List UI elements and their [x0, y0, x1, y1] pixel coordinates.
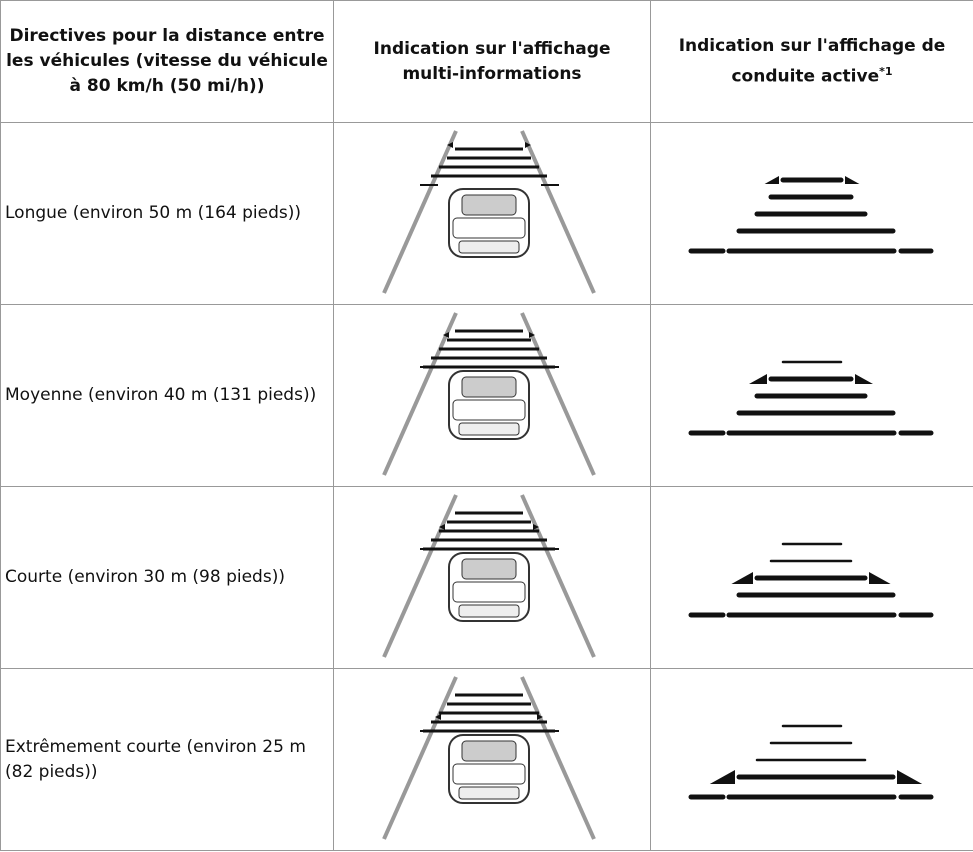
multi-info-illustration	[382, 676, 596, 840]
arrowhead	[897, 770, 923, 784]
arrowhead	[731, 572, 753, 584]
multi-info-illustration	[382, 312, 596, 476]
distance-cell: Courte (environ 30 m (98 pieds))	[0, 486, 334, 669]
header-cell: Directives pour la distance entre les vé…	[0, 0, 334, 123]
multi-info-illustration	[382, 130, 596, 294]
header-cell: Indication sur l'affichage de conduite a…	[650, 0, 973, 123]
car-trunk	[452, 217, 526, 239]
car-trunk	[452, 763, 526, 785]
mid-image-cell	[333, 486, 651, 669]
car-bumper	[458, 786, 520, 800]
active-display-illustration	[688, 542, 934, 618]
arrowhead	[869, 572, 891, 584]
mid-image-cell	[333, 668, 651, 851]
header-row: Directives pour la distance entre les vé…	[0, 0, 973, 123]
car-bumper	[458, 422, 520, 436]
road-edge	[520, 494, 596, 658]
distance-cell: Longue (environ 50 m (164 pieds))	[0, 122, 334, 305]
right-image-cell	[650, 486, 973, 669]
arrowhead	[537, 714, 543, 720]
car-trunk	[452, 399, 526, 421]
arrowhead	[845, 176, 860, 184]
distance-cell: Extrêmement courte (environ 25 m (82 pie…	[0, 668, 334, 851]
road-edge	[382, 130, 458, 294]
car-window	[461, 376, 517, 398]
arrowhead	[447, 142, 453, 148]
arrowhead	[525, 142, 531, 148]
car-window	[461, 558, 517, 580]
table-row: Moyenne (environ 40 m (131 pieds))	[0, 304, 973, 487]
car-window	[461, 194, 517, 216]
active-display-illustration	[688, 360, 934, 436]
mid-image-cell	[333, 304, 651, 487]
road-edge	[382, 494, 458, 658]
right-image-cell	[650, 304, 973, 487]
header-cell: Indication sur l'affichage multi-informa…	[333, 0, 651, 123]
mid-image-cell	[333, 122, 651, 305]
arrowhead	[439, 524, 445, 530]
table-row: Longue (environ 50 m (164 pieds))	[0, 122, 973, 305]
road-edge	[520, 130, 596, 294]
arrowhead	[533, 524, 539, 530]
table-body: Longue (environ 50 m (164 pieds)) Moyenne…	[0, 122, 973, 851]
arrowhead	[855, 374, 873, 384]
arrowhead	[749, 374, 767, 384]
arrowhead	[764, 176, 779, 184]
arrowhead	[435, 714, 441, 720]
multi-info-illustration	[382, 494, 596, 658]
arrowhead	[709, 770, 735, 784]
footnote-mark: *1	[879, 64, 893, 78]
table-row: Courte (environ 30 m (98 pieds))	[0, 486, 973, 669]
table-row: Extrêmement courte (environ 25 m (82 pie…	[0, 668, 973, 851]
arrowhead	[529, 332, 535, 338]
road-edge	[520, 676, 596, 840]
header-text: Indication sur l'affichage de conduite a…	[678, 35, 946, 87]
right-image-cell	[650, 668, 973, 851]
car-bumper	[458, 604, 520, 618]
road-edge	[520, 312, 596, 476]
distance-cell: Moyenne (environ 40 m (131 pieds))	[0, 304, 334, 487]
car-bumper	[458, 240, 520, 254]
car-window	[461, 740, 517, 762]
car-trunk	[452, 581, 526, 603]
road-edge	[382, 676, 458, 840]
right-image-cell	[650, 122, 973, 305]
active-display-illustration	[688, 176, 934, 254]
active-display-illustration	[688, 724, 934, 800]
road-edge	[382, 312, 458, 476]
arrowhead	[443, 332, 449, 338]
